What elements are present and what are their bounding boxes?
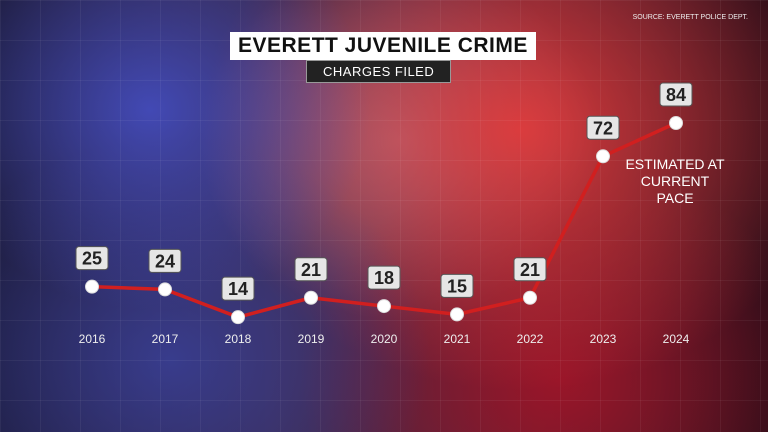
point bbox=[231, 310, 245, 325]
point bbox=[596, 149, 610, 164]
point bbox=[304, 290, 318, 305]
source: SOURCE: EVERETT POLICE DEPT. bbox=[632, 14, 748, 21]
value-label-box bbox=[294, 257, 328, 282]
value-label: 21 bbox=[301, 260, 321, 280]
value-label-box bbox=[440, 273, 474, 298]
value-label: 21 bbox=[520, 260, 540, 280]
x-tick-label: 2016 bbox=[79, 332, 106, 346]
value-label-box bbox=[148, 248, 182, 273]
value-label: 24 bbox=[155, 251, 175, 271]
chart-title: EVERETT JUVENILE CRIME bbox=[230, 32, 536, 60]
value-label: 14 bbox=[228, 279, 248, 299]
point bbox=[669, 116, 683, 130]
value-label-box bbox=[367, 265, 401, 290]
value-label-box bbox=[659, 82, 693, 107]
annotation: ESTIMATED AT CURRENT PACE bbox=[625, 156, 725, 206]
x-tick-label: 2017 bbox=[152, 332, 179, 346]
value-label-box bbox=[221, 276, 255, 301]
value-label-box bbox=[75, 246, 109, 271]
x-tick-label: 2021 bbox=[444, 332, 471, 346]
x-tick-label: 2022 bbox=[517, 332, 544, 346]
x-tick-label: 2020 bbox=[371, 332, 398, 346]
x-tick-label: 2024 bbox=[663, 332, 690, 346]
x-tick-label: 2018 bbox=[225, 332, 252, 346]
point bbox=[377, 299, 391, 314]
point bbox=[158, 282, 172, 297]
value-label: 25 bbox=[82, 249, 102, 269]
value-label: 15 bbox=[447, 276, 467, 296]
chart-subtitle: CHARGES FILED bbox=[306, 60, 452, 83]
point bbox=[450, 307, 464, 322]
value-label-box bbox=[513, 257, 547, 282]
value-label-box bbox=[586, 115, 620, 140]
point bbox=[85, 279, 99, 294]
value-label: 84 bbox=[666, 85, 686, 105]
x-tick-label: 2019 bbox=[298, 332, 325, 346]
value-label: 72 bbox=[593, 118, 613, 138]
value-label: 18 bbox=[374, 268, 394, 288]
point bbox=[523, 290, 537, 305]
x-tick-label: 2023 bbox=[590, 332, 617, 346]
